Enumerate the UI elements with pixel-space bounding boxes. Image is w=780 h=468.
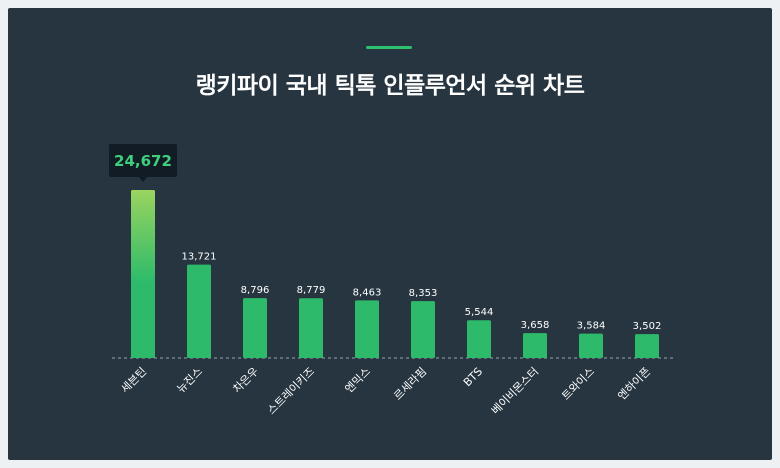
bar-value-label: 8,796 — [241, 285, 270, 296]
category-label: 엔믹스 — [342, 365, 373, 396]
bar-엔믹스[interactable] — [355, 300, 379, 358]
bar-value-label: 13,721 — [182, 252, 217, 263]
bar-value-label: 3,658 — [521, 320, 550, 331]
category-label: 스트레이키즈 — [265, 365, 317, 417]
bar-value-label: 8,463 — [353, 287, 382, 298]
bar-트와이스[interactable] — [579, 333, 603, 358]
tooltip-box — [109, 144, 177, 177]
category-label: 엔하이픈 — [615, 364, 654, 403]
bar-value-label: 8,779 — [297, 285, 326, 296]
bar-value-label: 3,502 — [633, 321, 662, 332]
tooltip-pointer — [139, 177, 147, 182]
category-label: 차은우 — [230, 365, 261, 396]
bar-차은우[interactable] — [243, 298, 267, 358]
bar-value-label: 3,584 — [577, 321, 606, 332]
bar-엔하이픈[interactable] — [635, 334, 659, 358]
bar-value-label: 8,353 — [409, 288, 438, 299]
value-tooltip: 24,672 — [109, 144, 177, 182]
bar-뉴진스[interactable] — [187, 264, 211, 358]
bar-BTS[interactable] — [467, 320, 491, 358]
category-label: 베이비몬스터 — [489, 365, 541, 417]
bar-르세라핌[interactable] — [411, 301, 435, 358]
bar-스트레이키즈[interactable] — [299, 298, 323, 358]
chart-panel: 랭키파이 국내 틱톡 인플루언서 순위 차트 세븐틴 13,721 뉴진스 8,796… — [8, 8, 772, 460]
bar-value-label: 5,544 — [465, 307, 494, 318]
category-label: 트와이스 — [559, 365, 597, 403]
category-label: BTS — [461, 365, 485, 389]
bar-chart: 세븐틴 13,721 뉴진스 8,796 차은우 8,779 스트레이키즈 8,463 엔믹스 8… — [109, 144, 675, 417]
bar-베이비몬스터[interactable] — [523, 333, 547, 358]
bar-세븐틴[interactable] — [131, 190, 155, 358]
category-label: 세븐틴 — [118, 365, 149, 396]
chart-title: 랭키파이 국내 틱톡 인플루언서 순위 차트 — [195, 73, 585, 99]
tooltip-value: 24,672 — [114, 152, 172, 170]
title-accent-line — [366, 46, 412, 49]
category-label: 르세라핌 — [391, 365, 429, 403]
bar-series: 세븐틴 13,721 뉴진스 8,796 차은우 8,779 스트레이키즈 8,463 엔믹스 8… — [118, 190, 661, 417]
category-label: 뉴진스 — [174, 365, 205, 396]
